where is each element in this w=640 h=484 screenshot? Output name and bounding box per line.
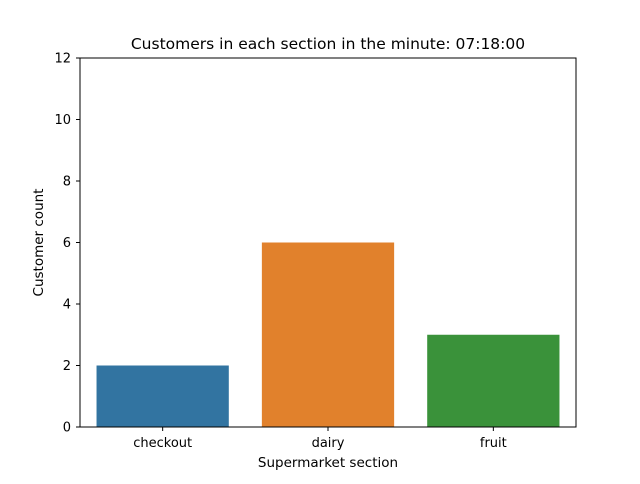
x-tick-label: dairy (312, 436, 345, 451)
y-tick-label: 6 (63, 236, 71, 251)
chart-title: Customers in each section in the minute:… (131, 35, 525, 53)
y-tick-label: 12 (54, 52, 71, 67)
x-tick-label: checkout (133, 436, 192, 451)
axes-frame (79, 57, 577, 428)
y-tick-label: 4 (63, 298, 71, 313)
x-axis-label: Supermarket section (258, 455, 398, 471)
y-tick-label: 2 (63, 359, 71, 374)
bars (96, 242, 560, 427)
y-axis-label: Customer count (31, 189, 47, 297)
y-tick-label: 8 (63, 175, 71, 190)
bar-checkout (96, 365, 229, 427)
y-axis-ticks: 0 2 4 6 8 10 12 (54, 52, 80, 436)
bar-dairy (261, 242, 395, 427)
x-axis-ticks: checkout dairy fruit (133, 427, 507, 451)
y-tick-label: 0 (63, 421, 71, 436)
y-tick-label: 10 (54, 113, 71, 128)
bar-fruit (427, 334, 560, 427)
x-tick-label: fruit (480, 436, 507, 451)
